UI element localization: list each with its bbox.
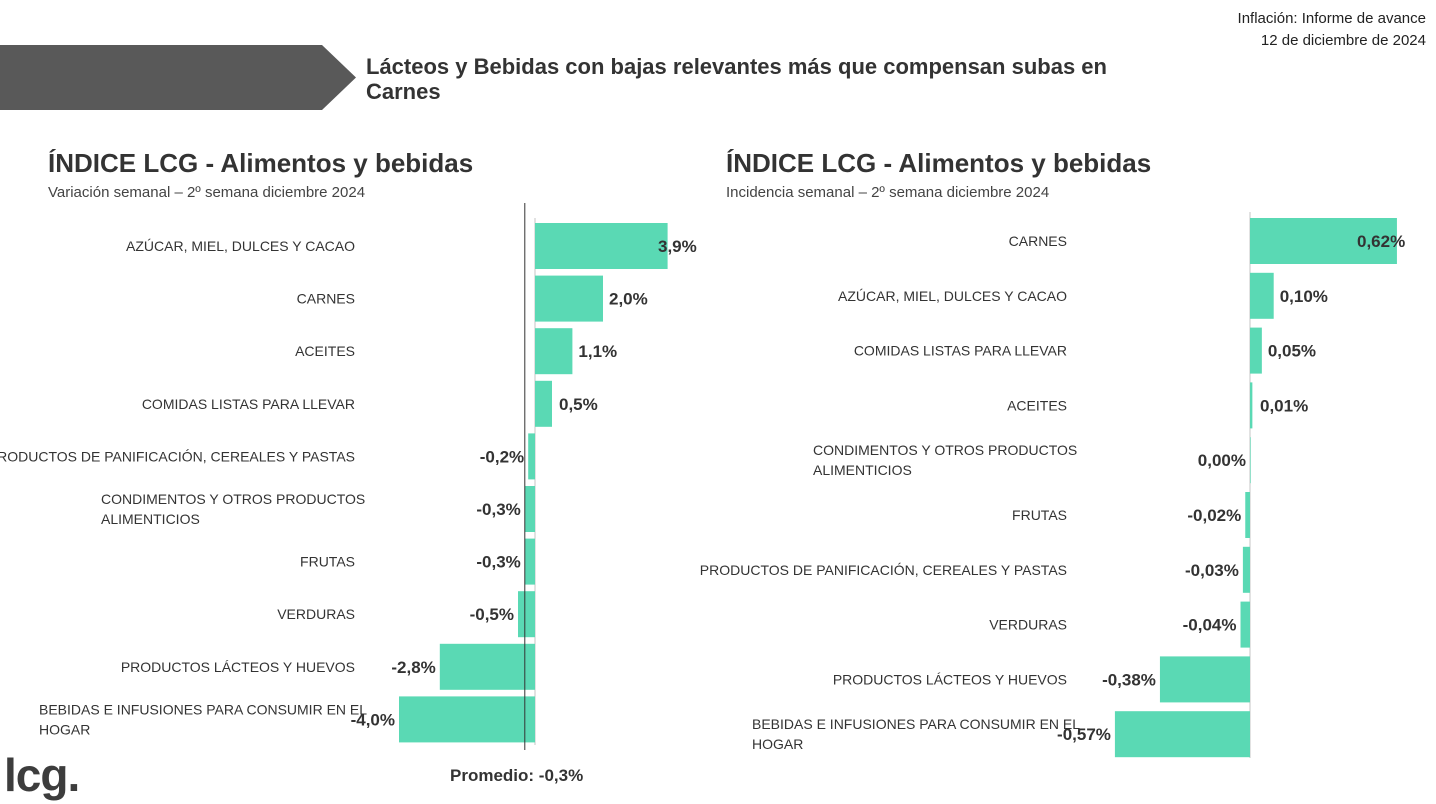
chart-incidencia-semanal: CARNES 0,62% AZÚCAR, MIEL, DULCES Y CACAO 0… xyxy=(0,0,1436,804)
lcg-logo: lcg. xyxy=(4,748,79,802)
bar-5 xyxy=(1245,492,1250,538)
category-label: AZÚCAR, MIEL, DULCES Y CACAO xyxy=(838,288,1067,304)
category-label: CARNES xyxy=(1009,233,1067,249)
category-label: ACEITES xyxy=(1007,397,1067,413)
data-label: 0,00% xyxy=(1198,451,1246,470)
data-label: 0,62% xyxy=(1357,232,1405,251)
category-label: PRODUCTOS DE PANIFICACIÓN, CEREALES Y PA… xyxy=(700,562,1067,578)
category-label: BEBIDAS E INFUSIONES PARA CONSUMIR EN EL… xyxy=(752,716,1080,752)
category-label: COMIDAS LISTAS PARA LLEVAR xyxy=(854,343,1067,359)
data-label: -0,38% xyxy=(1102,670,1156,689)
category-label: VERDURAS xyxy=(989,617,1067,633)
bar-1 xyxy=(1250,273,1274,319)
bar-2 xyxy=(1250,328,1262,374)
bar-8 xyxy=(1160,656,1250,702)
bar-7 xyxy=(1241,602,1250,648)
data-label: 0,05% xyxy=(1268,342,1316,361)
category-label: CONDIMENTOS Y OTROS PRODUCTOS ALIMENTICIO… xyxy=(813,442,1077,478)
average-label: Promedio: -0,3% xyxy=(450,766,583,786)
bar-4 xyxy=(1250,437,1251,483)
bar-9 xyxy=(1115,711,1250,757)
data-label: -0,03% xyxy=(1185,561,1239,580)
category-label: FRUTAS xyxy=(1012,507,1067,523)
data-label: 0,01% xyxy=(1260,396,1308,415)
data-label: 0,10% xyxy=(1280,287,1328,306)
category-label: PRODUCTOS LÁCTEOS Y HUEVOS xyxy=(833,671,1067,687)
bar-3 xyxy=(1250,382,1252,428)
data-label: -0,02% xyxy=(1187,506,1241,525)
data-label: -0,04% xyxy=(1183,616,1237,635)
data-label: -0,57% xyxy=(1057,725,1111,744)
bar-6 xyxy=(1243,547,1250,593)
